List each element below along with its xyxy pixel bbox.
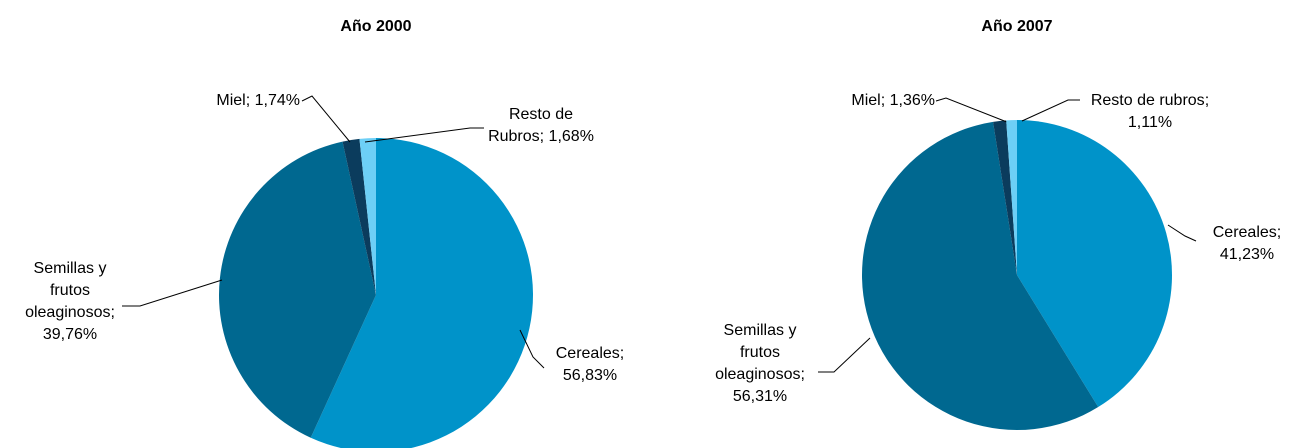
category-name: Semillas y frutos oleaginosos: [25, 260, 111, 321]
leader-line: [818, 337, 871, 373]
leader-line: [364, 127, 484, 143]
separator: ;: [1276, 224, 1282, 241]
category-name: Resto de Rubros: [488, 106, 574, 145]
separator: ;: [880, 92, 886, 109]
data-label: Resto de Rubros; 1,68%: [485, 104, 597, 148]
value-label: 1,36%: [889, 92, 935, 109]
separator: ;: [110, 304, 115, 321]
separator: ;: [800, 366, 805, 383]
pie-slice: [342, 138, 376, 295]
category-name: Miel: [216, 92, 246, 109]
separator: ;: [539, 128, 545, 145]
pie-slice: [1006, 120, 1017, 275]
category-name: Resto de rubros: [1090, 92, 1205, 109]
chart-title: Año 2000: [340, 18, 412, 35]
pie-slice: [862, 121, 1099, 431]
value-label: 41,23%: [1219, 246, 1275, 263]
data-label: Semillas y frutos oleaginosos; 39,76%: [20, 258, 120, 346]
data-label: Cereales; 41,23%: [1197, 222, 1293, 266]
pie-slice: [219, 141, 376, 438]
leader-line: [935, 97, 1013, 125]
value-label: 1,68%: [548, 128, 594, 145]
category-name: Miel: [851, 92, 881, 109]
leader-line: [122, 279, 223, 307]
value-label: 39,76%: [42, 326, 98, 343]
pie-slice: [993, 120, 1017, 275]
chart-title: Año 2007: [981, 18, 1053, 35]
category-name: Cereales: [555, 345, 620, 362]
pie-slice: [310, 138, 533, 448]
data-label: Miel; 1,74%: [150, 90, 300, 112]
value-label: 1,74%: [254, 92, 300, 109]
separator: ;: [1204, 92, 1210, 109]
value-label: 1,11%: [1127, 114, 1173, 131]
leader-line: [519, 329, 545, 369]
data-label: Miel; 1,36%: [780, 90, 935, 112]
data-label: Resto de rubros; 1,11%: [1075, 90, 1225, 134]
separator: ;: [619, 345, 625, 362]
category-name: Cereales: [1212, 224, 1277, 241]
pie-slice: [359, 138, 376, 295]
pie-slice: [1017, 120, 1173, 408]
value-label: 56,83%: [562, 367, 618, 384]
data-label: Semillas y frutos oleaginosos; 56,31%: [705, 320, 815, 408]
leader-line: [1021, 99, 1080, 122]
leader-line: [1167, 224, 1197, 242]
separator: ;: [245, 92, 251, 109]
category-name: Semillas y frutos oleaginosos: [715, 322, 801, 383]
data-label: Cereales; 56,83%: [545, 343, 635, 387]
value-label: 56,31%: [732, 388, 788, 405]
leader-line: [301, 95, 351, 143]
